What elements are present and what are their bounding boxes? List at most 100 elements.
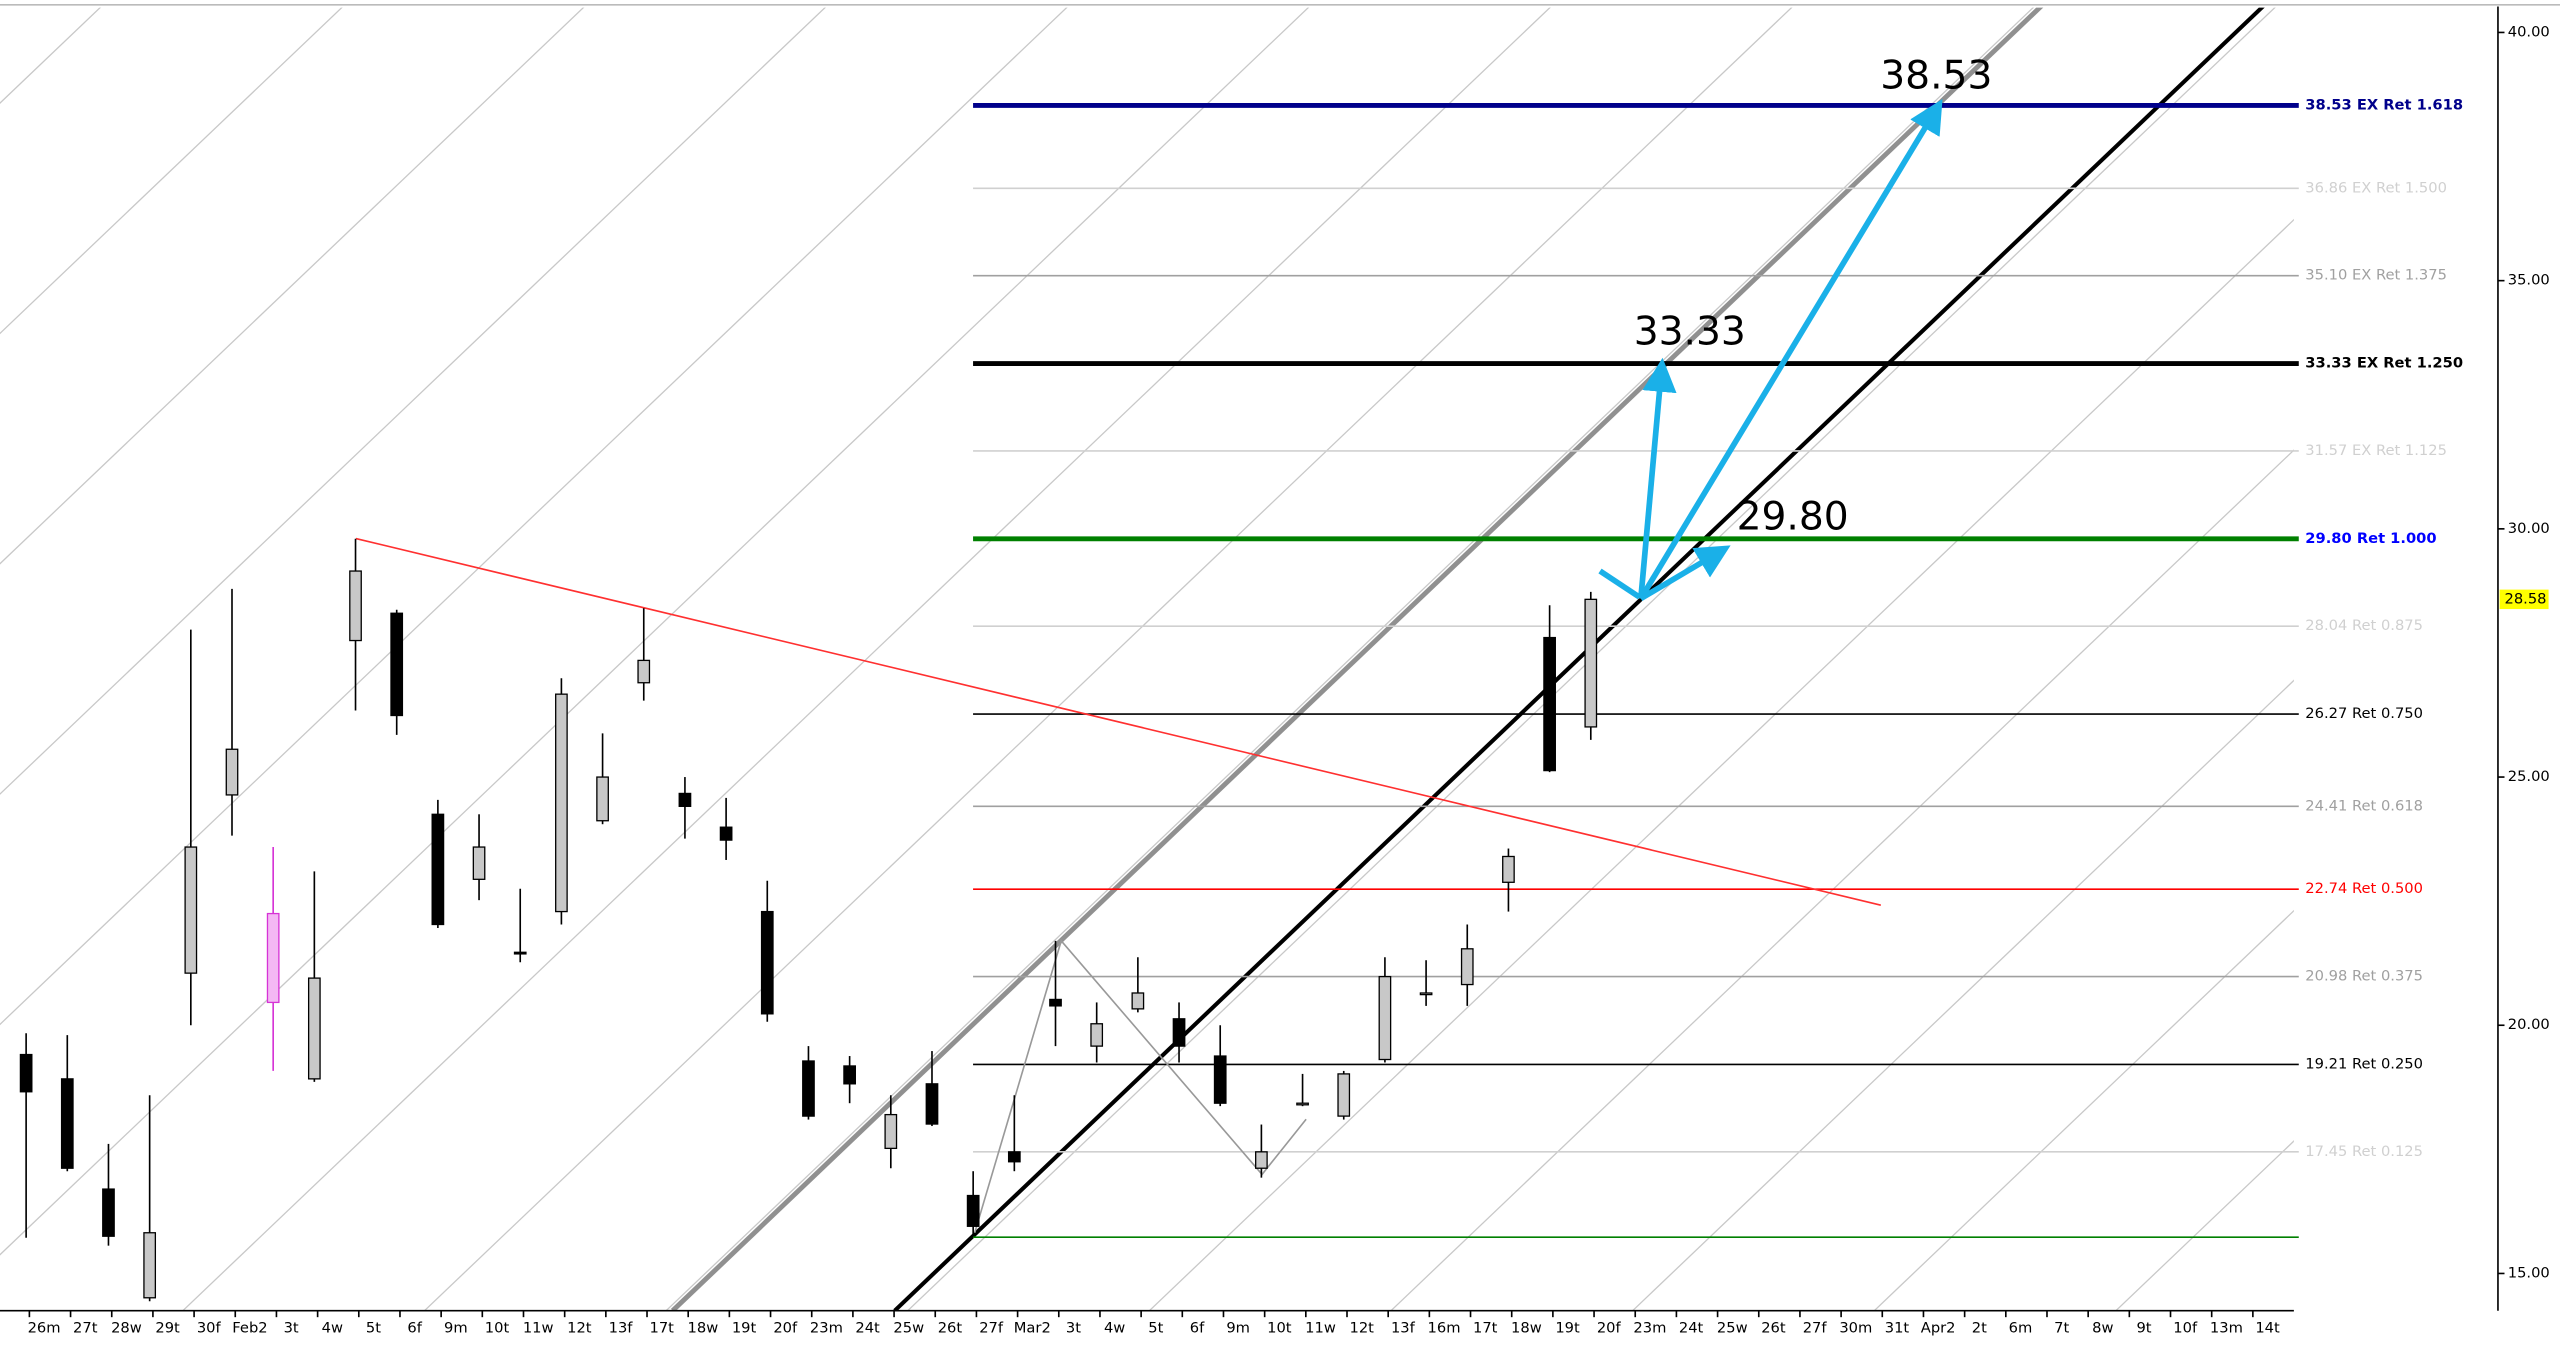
y-tick-label: 40.00: [2508, 23, 2550, 40]
x-tick-label: 18w: [1511, 1320, 1542, 1337]
x-tick-label: 26t: [938, 1320, 963, 1337]
gann-line: [0, 0, 209, 1311]
arrow: [1639, 545, 1731, 602]
gann-line: [670, 7, 2044, 1311]
x-tick-label: 6f: [1190, 1320, 1205, 1337]
x-tick-label: 18w: [688, 1320, 719, 1337]
x-tick-label: 12t: [1349, 1320, 1374, 1337]
candle-body: [1502, 855, 1515, 883]
x-tick-label: 19t: [732, 1320, 757, 1337]
x-tick-label: 5t: [1148, 1320, 1163, 1337]
x-tick-label: 2t: [1972, 1320, 1987, 1337]
candle-body: [102, 1188, 115, 1237]
x-tick-label: 10f: [2173, 1320, 2198, 1337]
last-price-box: [2499, 589, 2549, 610]
candle-body: [1543, 636, 1556, 772]
gann-line: [665, 7, 2035, 1311]
x-tick-label: 24t: [855, 1320, 880, 1337]
gann-line: [0, 7, 343, 335]
candle-body: [225, 748, 239, 796]
gann-line: [1148, 218, 2294, 1311]
fib-levels: 38.53 EX Ret 1.618 36.86 EX Ret 1.500 35.1…: [973, 96, 2463, 1239]
x-tick-label: 17t: [1473, 1320, 1498, 1337]
annotation: 29.80: [1737, 495, 1849, 540]
x-tick-label: 20f: [773, 1320, 798, 1337]
level-label: 19.21 Ret 0.250: [2305, 1056, 2423, 1073]
x-tick-label: 5t: [366, 1320, 381, 1337]
candle-body: [472, 846, 486, 880]
candle-body: [431, 813, 445, 926]
x-tick-label: 12t: [567, 1320, 592, 1337]
gann-line: [893, 7, 2265, 1311]
candle-body: [925, 1083, 939, 1125]
x-tick-label: 31t: [1885, 1320, 1910, 1337]
candle-body: [760, 910, 774, 1015]
candle-body: [1255, 1151, 1268, 1169]
candle-body: [1131, 992, 1145, 1010]
x-tick-label: Mar2: [1014, 1320, 1051, 1337]
gann-line: [2358, 0, 2560, 1311]
candle-body: [966, 1194, 980, 1227]
x-tick-label: 30f: [197, 1320, 222, 1337]
annotation: 33.33: [1634, 310, 1746, 355]
gann-line: [1873, 909, 2294, 1311]
candle-body: [1378, 975, 1392, 1061]
x-tick-label: 8w: [2092, 1320, 2113, 1337]
level-label: 29.80 Ret 1.000: [2305, 530, 2436, 547]
zigzag: [973, 939, 1307, 1234]
gann-line: [182, 7, 1551, 1311]
x-tick-label: 16m: [1428, 1320, 1461, 1337]
candle-body: [1296, 1102, 1309, 1106]
x-tick-label: 28w: [111, 1320, 142, 1337]
gann-lines: [0, 0, 2560, 1311]
x-tick-label: 17t: [649, 1320, 674, 1337]
level-label: 20.98 Ret 0.375: [2305, 968, 2423, 985]
x-tick-label: 23m: [1633, 1320, 1666, 1337]
candle-body: [802, 1060, 815, 1117]
arrow: [1598, 568, 1641, 600]
x-tick-label: 26t: [1761, 1320, 1786, 1337]
gann-line: [424, 7, 1793, 1311]
candle-body: [1337, 1073, 1351, 1117]
candle-body: [60, 1078, 74, 1169]
gann-line: [0, 7, 826, 795]
candle-body: [307, 977, 321, 1080]
gann-line: [907, 7, 2276, 1311]
candle-body: [596, 776, 609, 822]
gann-line: [0, 7, 585, 565]
x-tick-label: 9m: [444, 1320, 468, 1337]
candle-body: [1584, 598, 1598, 728]
candle-body: [1460, 948, 1474, 986]
candle-body: [143, 1232, 157, 1299]
candle-body: [349, 570, 362, 642]
annotation: 38.53: [1880, 53, 1992, 98]
x-tick-label: 29t: [155, 1320, 180, 1337]
gann-line: [2115, 1140, 2294, 1311]
drawings: [355, 537, 1882, 1234]
candle-body: [678, 792, 692, 807]
x-tick-label: 7t: [2054, 1320, 2069, 1337]
candle-body: [1007, 1151, 1021, 1163]
x-tick-label: 3t: [1066, 1320, 1081, 1337]
x-tick-label: Feb2: [232, 1320, 267, 1337]
level-label: 38.53 EX Ret 1.618: [2305, 96, 2463, 113]
x-tick-label: 19t: [1555, 1320, 1580, 1337]
candle-body: [719, 826, 733, 841]
arrow: [1638, 98, 1943, 601]
last-price-label: 28.58: [2504, 590, 2546, 607]
level-label: 26.27 Ret 0.750: [2305, 705, 2423, 722]
gann-line: [1632, 679, 2294, 1311]
x-tick-label: 13f: [1391, 1320, 1416, 1337]
gann-line: [0, 7, 1068, 1026]
candle-body: [1049, 998, 1062, 1007]
y-tick-label: 20.00: [2508, 1016, 2550, 1033]
x-tick-label: 11w: [523, 1320, 554, 1337]
level-label: 28.04 Ret 0.875: [2305, 617, 2423, 634]
level-label: 17.45 Ret 0.125: [2305, 1143, 2423, 1160]
x-tick-label: 23m: [810, 1320, 843, 1337]
x-tick-label: 3t: [284, 1320, 299, 1337]
x-tick-label: 9m: [1226, 1320, 1250, 1337]
level-label: 31.57 EX Ret 1.125: [2305, 442, 2447, 459]
x-tick-label: 9t: [2136, 1320, 2151, 1337]
